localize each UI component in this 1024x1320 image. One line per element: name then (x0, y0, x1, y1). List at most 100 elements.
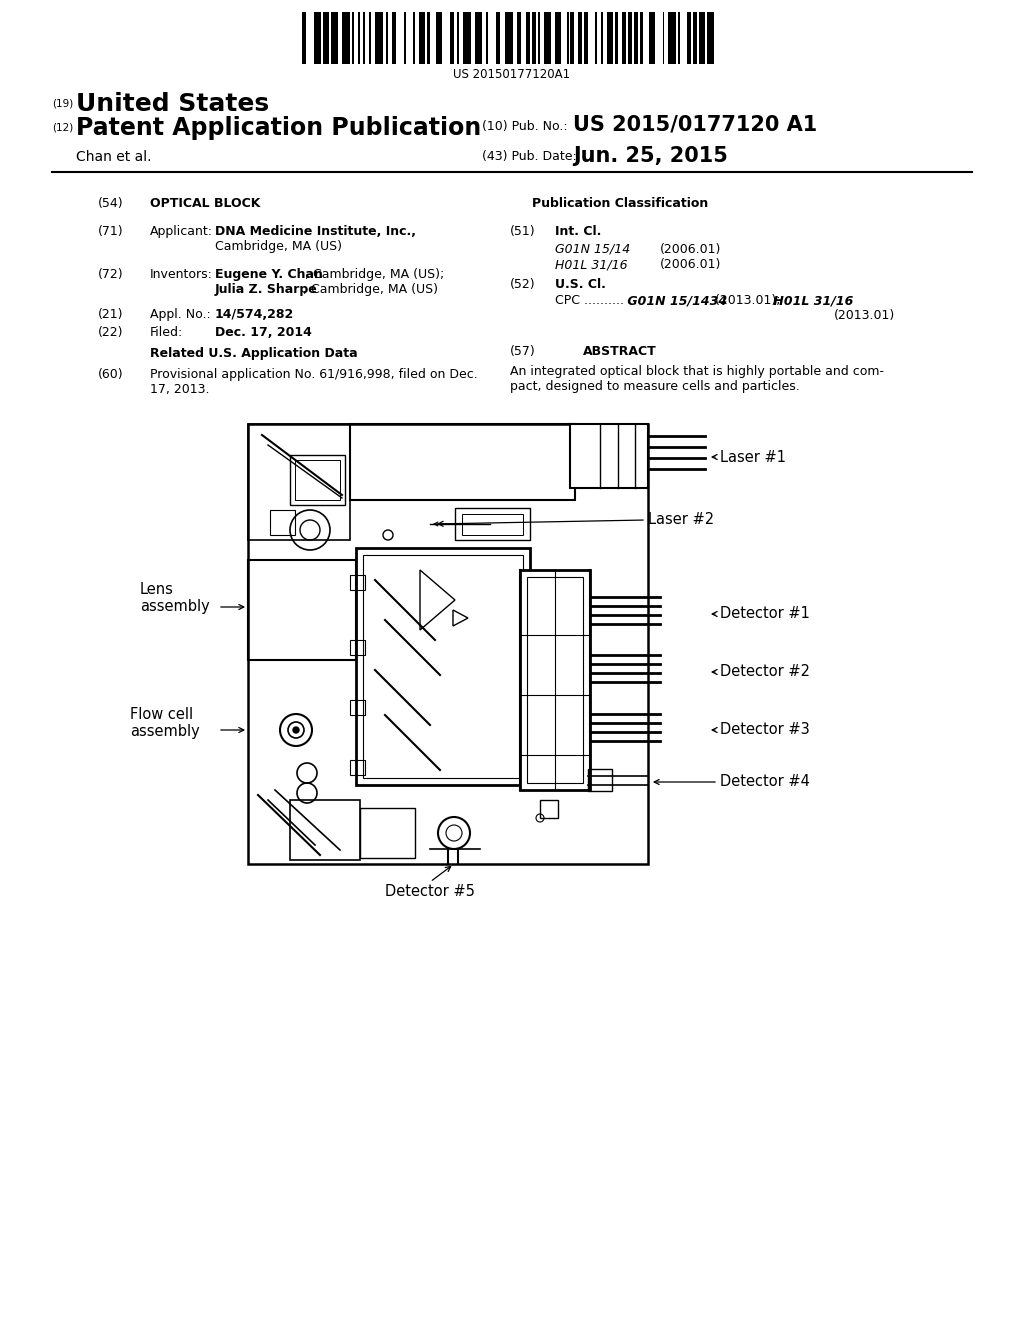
Text: H01L 31/16: H01L 31/16 (555, 257, 628, 271)
Bar (463, 12, 471, 63)
Bar (496, 12, 500, 63)
Text: Related U.S. Application Data: Related U.S. Application Data (150, 347, 357, 360)
Bar (544, 12, 551, 63)
Bar (595, 12, 597, 63)
Text: Flow cell
assembly: Flow cell assembly (130, 706, 200, 739)
Bar (540, 800, 558, 818)
Text: Detector #2: Detector #2 (720, 664, 810, 680)
Bar (375, 12, 383, 63)
Text: (51): (51) (510, 224, 536, 238)
Bar (614, 12, 618, 63)
Text: Inventors:: Inventors: (150, 268, 213, 281)
Bar (458, 12, 459, 63)
Text: (57): (57) (510, 345, 536, 358)
Text: Patent Application Publication: Patent Application Publication (76, 116, 481, 140)
Text: , Cambridge, MA (US);: , Cambridge, MA (US); (305, 268, 444, 281)
Bar (462, 513, 523, 535)
Text: Applicant:: Applicant: (150, 224, 213, 238)
Text: OPTICAL BLOCK: OPTICAL BLOCK (150, 197, 260, 210)
Bar (427, 12, 430, 63)
Bar (369, 12, 371, 63)
Bar (350, 640, 365, 655)
Bar (505, 12, 513, 63)
Bar (419, 12, 425, 63)
Bar (364, 12, 366, 63)
Text: Detector #1: Detector #1 (720, 606, 810, 622)
Text: (2013.01);: (2013.01); (711, 294, 780, 308)
Bar (352, 12, 353, 63)
Text: (22): (22) (98, 326, 124, 339)
Bar (414, 12, 415, 63)
Bar (687, 12, 691, 63)
Bar (302, 12, 306, 63)
Text: Publication Classification: Publication Classification (531, 197, 709, 210)
Bar (331, 12, 339, 63)
Bar (436, 12, 442, 63)
Text: Detector #5: Detector #5 (385, 884, 475, 899)
Bar (386, 12, 388, 63)
Text: Laser #2: Laser #2 (648, 512, 714, 528)
Bar (628, 12, 632, 63)
Text: Laser #1: Laser #1 (720, 450, 786, 465)
Bar (707, 12, 715, 63)
Bar (517, 12, 520, 63)
Text: (60): (60) (98, 368, 124, 381)
Text: CPC ..........: CPC .......... (555, 294, 624, 308)
Bar (248, 424, 350, 540)
Bar (526, 12, 530, 63)
Text: US 2015/0177120 A1: US 2015/0177120 A1 (573, 114, 817, 135)
Text: Dec. 17, 2014: Dec. 17, 2014 (215, 326, 312, 339)
Bar (362, 554, 523, 777)
Text: Detector #3: Detector #3 (720, 722, 810, 738)
Bar (640, 12, 643, 63)
Bar (295, 459, 340, 500)
Bar (663, 12, 665, 63)
Bar (607, 12, 612, 63)
Bar (270, 510, 295, 535)
Bar (601, 12, 603, 63)
Text: Julia Z. Sharpe: Julia Z. Sharpe (215, 282, 317, 296)
Text: (19): (19) (52, 98, 74, 108)
Text: DNA Medicine Institute, Inc.,: DNA Medicine Institute, Inc., (215, 224, 416, 238)
Bar (566, 12, 568, 63)
Text: Detector #4: Detector #4 (720, 775, 810, 789)
Text: Eugene Y. Chan: Eugene Y. Chan (215, 268, 323, 281)
Bar (678, 12, 680, 63)
Bar (699, 12, 705, 63)
Bar (360, 808, 415, 858)
Text: United States: United States (76, 92, 269, 116)
Bar (579, 12, 582, 63)
Text: (2013.01): (2013.01) (834, 309, 895, 322)
Text: (12): (12) (52, 121, 74, 132)
Bar (623, 12, 626, 63)
Bar (356, 548, 530, 785)
Circle shape (293, 727, 299, 733)
Bar (290, 455, 345, 506)
Bar (693, 12, 697, 63)
Text: G01N 15/1434: G01N 15/1434 (623, 294, 727, 308)
Text: , Cambridge, MA (US): , Cambridge, MA (US) (303, 282, 438, 296)
Bar (290, 800, 360, 861)
Bar (342, 12, 350, 63)
Text: Lens
assembly: Lens assembly (140, 582, 210, 614)
Text: Chan et al.: Chan et al. (76, 150, 152, 164)
Text: (2006.01): (2006.01) (660, 243, 721, 256)
Bar (357, 12, 359, 63)
Bar (392, 12, 396, 63)
Bar (669, 12, 676, 63)
Bar (455, 508, 530, 540)
Text: H01L 31/16: H01L 31/16 (769, 294, 853, 308)
Text: US 20150177120A1: US 20150177120A1 (454, 69, 570, 81)
Bar (584, 12, 588, 63)
Text: (43) Pub. Date:: (43) Pub. Date: (482, 150, 577, 162)
Text: An integrated optical block that is highly portable and com-
pact, designed to m: An integrated optical block that is high… (510, 366, 884, 393)
Text: (52): (52) (510, 279, 536, 290)
Bar (350, 424, 575, 500)
Text: Appl. No.:: Appl. No.: (150, 308, 211, 321)
Bar (313, 12, 322, 63)
Bar (248, 424, 648, 865)
Bar (486, 12, 488, 63)
Text: Filed:: Filed: (150, 326, 183, 339)
Text: G01N 15/14: G01N 15/14 (555, 243, 630, 256)
Bar (248, 560, 356, 660)
